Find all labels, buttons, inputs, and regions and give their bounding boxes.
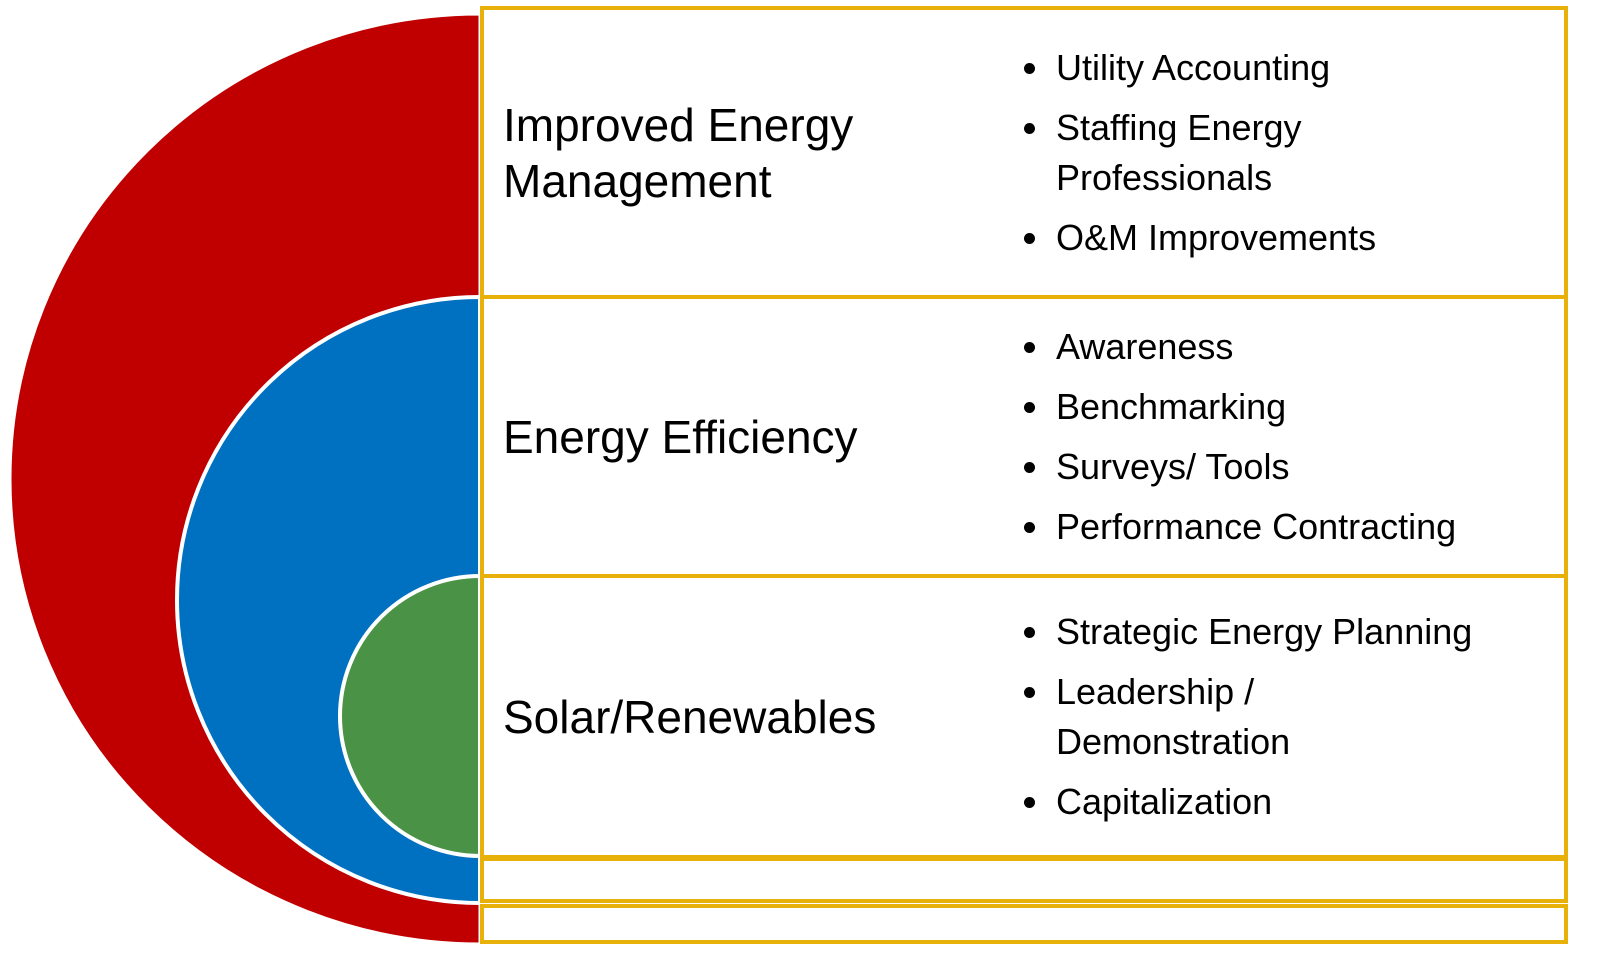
- bullet-list: Awareness Benchmarking Surveys/ Tools Perfo…: [1020, 297, 1580, 576]
- box: [480, 857, 1568, 903]
- inner-semicircle: [338, 573, 482, 859]
- bullet-item: Leadership / Demonstration: [1020, 667, 1580, 767]
- bullet-item: Staffing Energy Professionals: [1020, 103, 1580, 203]
- bullet-item: Strategic Energy Planning: [1020, 607, 1580, 657]
- bullet-item: Surveys/ Tools: [1020, 442, 1580, 492]
- box-inner-lines: [485, 11, 1563, 854]
- bullet-item: Benchmarking: [1020, 382, 1580, 432]
- bullet-list: Utility Accounting Staffing Energy Profes…: [1020, 8, 1580, 297]
- bullet-item: Awareness: [1020, 322, 1580, 372]
- bullet-item: Utility Accounting: [1020, 43, 1580, 93]
- box: [480, 574, 1568, 859]
- row-title: Energy Efficiency: [503, 410, 858, 463]
- row-title: Solar/Renewables: [503, 690, 877, 743]
- bullet-list: Strategic Energy Planning Leadership / De…: [1020, 576, 1580, 857]
- bullet-item: Performance Contracting: [1020, 502, 1580, 552]
- bullet-item: Capitalization: [1020, 777, 1580, 827]
- box: [480, 904, 1568, 944]
- row-title: Improved Energy Management: [503, 98, 854, 207]
- bullet-item: O&M Improvements: [1020, 213, 1580, 263]
- box: [480, 6, 1568, 299]
